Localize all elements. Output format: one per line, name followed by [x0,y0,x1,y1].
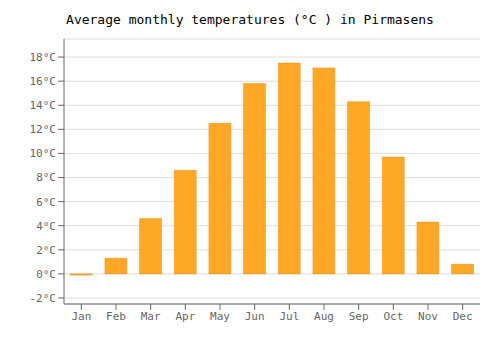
svg-text:Oct: Oct [383,310,403,323]
svg-text:12°C: 12°C [30,123,57,136]
svg-text:Nov: Nov [418,310,438,323]
svg-text:2°C: 2°C [36,244,56,257]
html-text:Average monthly temperatures (: Average monthly temperatures (°C ) in Pi… [66,12,434,27]
svg-text:16°C: 16°C [30,75,57,88]
svg-text:Jun: Jun [245,310,265,323]
svg-text:Apr: Apr [175,310,195,323]
svg-text:18°C: 18°C [30,51,57,64]
svg-text:Jan: Jan [71,310,91,323]
svg-text:8°C: 8°C [36,171,56,184]
svg-text:-2°C: -2°C [30,292,57,305]
svg-text:0°C: 0°C [36,268,56,281]
svg-text:10°C: 10°C [30,147,57,160]
svg-text:6°C: 6°C [36,196,56,209]
svg-text:Jul: Jul [279,310,299,323]
svg-text:4°C: 4°C [36,220,56,233]
svg-text:May: May [210,310,230,323]
svg-text:Sep: Sep [349,310,369,323]
svg-text:14°C: 14°C [30,99,57,112]
svg-text:Aug: Aug [314,310,334,323]
svg-text:Dec: Dec [453,310,473,323]
svg-text:Mar: Mar [141,310,161,323]
svg-text:Feb: Feb [106,310,126,323]
